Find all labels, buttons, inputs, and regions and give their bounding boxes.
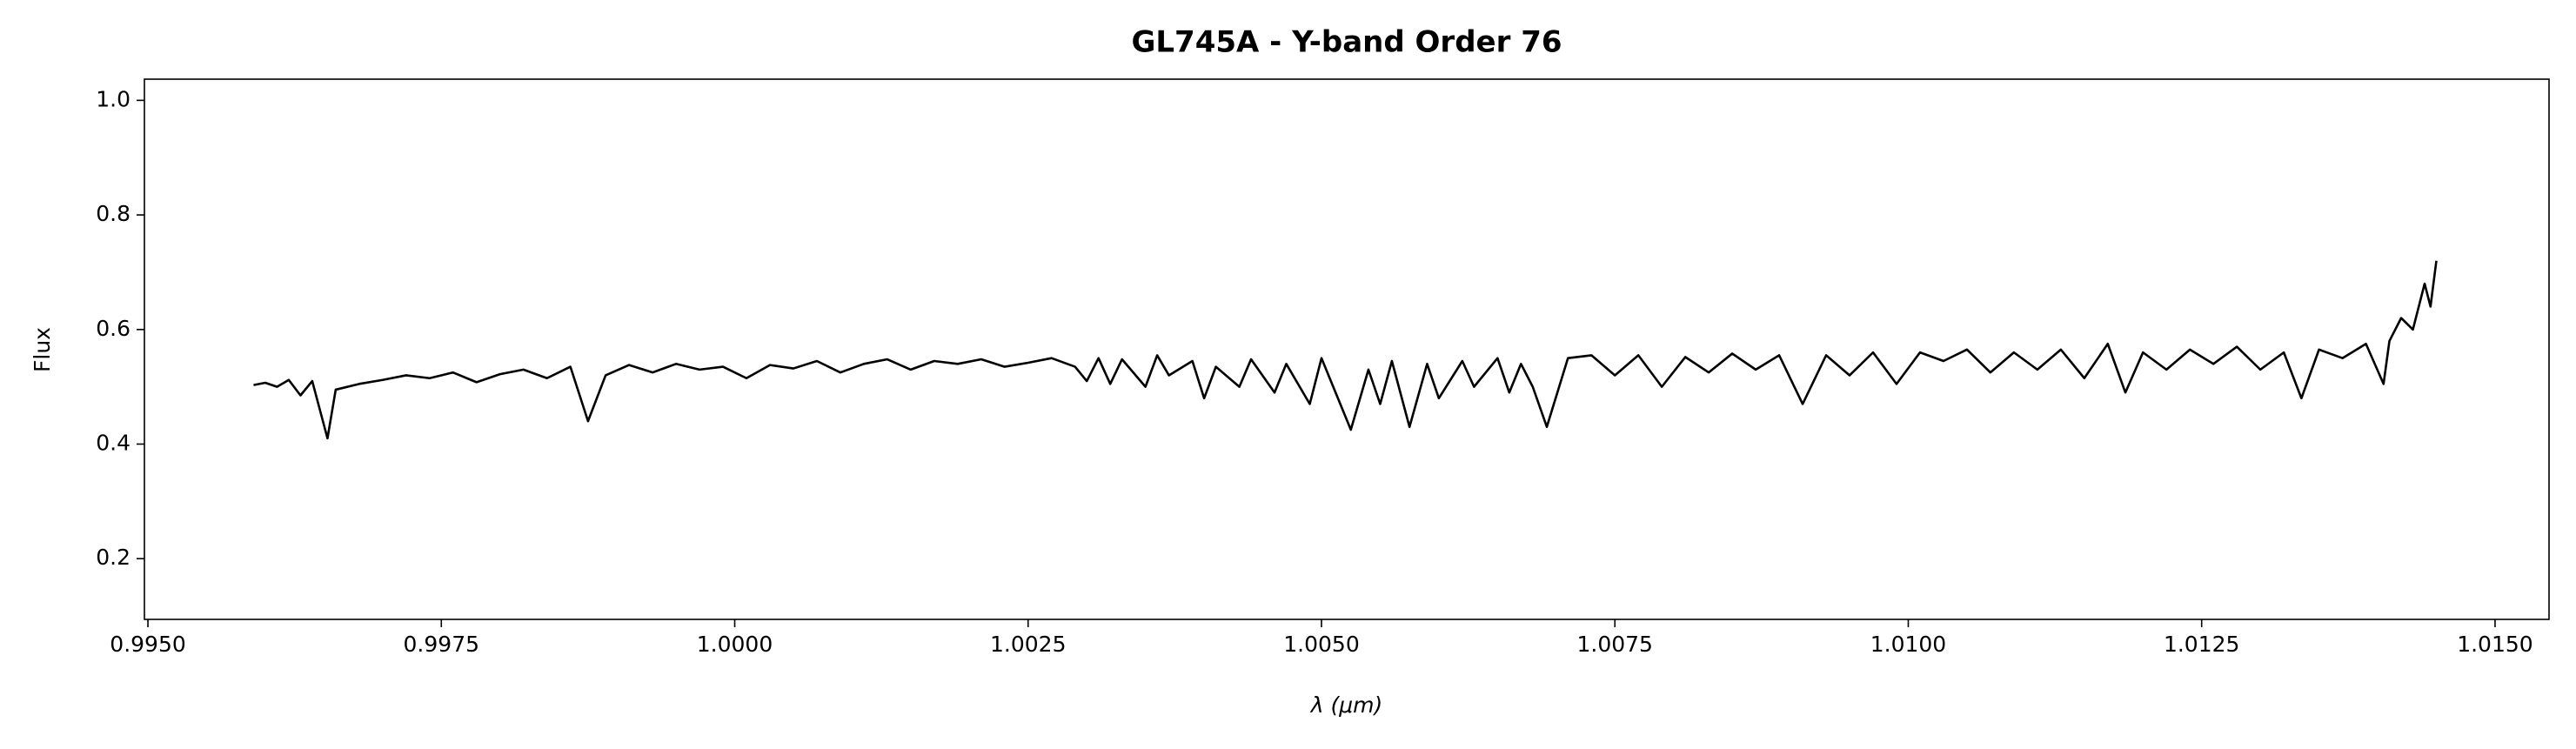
x-tick-label: 1.0100 xyxy=(1870,632,1946,657)
x-tick-label: 1.0000 xyxy=(697,632,773,657)
chart-title: GL745A - Y-band Order 76 xyxy=(1131,25,1562,60)
x-axis-label: λ (μm) xyxy=(1309,692,1383,718)
y-tick-label: 0.8 xyxy=(96,201,130,226)
spectrum-line xyxy=(253,260,2438,440)
x-tick-label: 0.9975 xyxy=(404,632,479,657)
y-axis-label: Flux xyxy=(30,327,55,372)
y-tick-label: 0.2 xyxy=(96,545,130,570)
y-tick-label: 0.6 xyxy=(96,316,130,341)
x-tick-label: 1.0050 xyxy=(1283,632,1359,657)
x-tick-label: 1.0125 xyxy=(2164,632,2239,657)
x-tick-label: 0.9950 xyxy=(110,632,185,657)
plot-frame xyxy=(144,78,2550,620)
x-tick-label: 1.0025 xyxy=(990,632,1066,657)
x-tick-label: 1.0075 xyxy=(1576,632,1652,657)
y-tick-label: 0.4 xyxy=(96,430,130,455)
y-tick-label: 1.0 xyxy=(96,86,130,111)
x-tick-label: 1.0150 xyxy=(2457,632,2533,657)
